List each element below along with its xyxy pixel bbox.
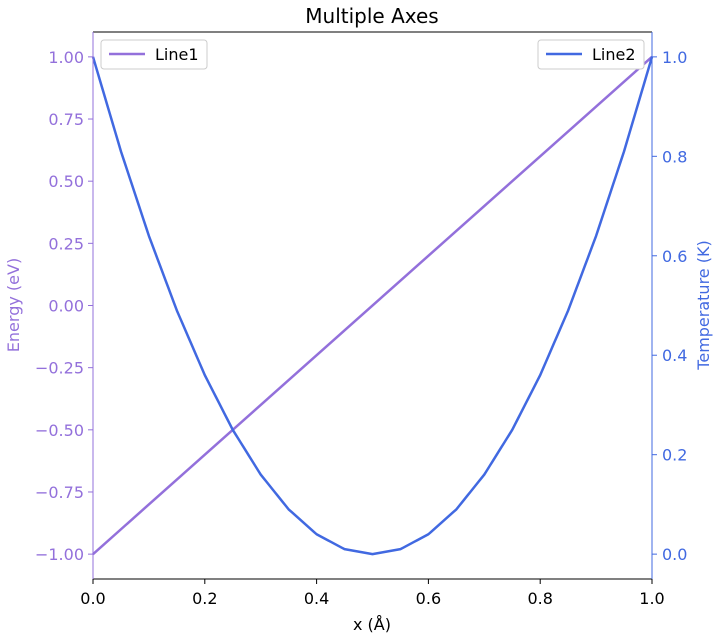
x-tick-label: 0.4	[304, 589, 329, 608]
legend-line2-label: Line2	[592, 45, 636, 64]
right-tick-label: 0.6	[662, 247, 687, 266]
left-tick-label: 0.00	[48, 297, 84, 316]
series-line-line2	[91, 56, 654, 556]
left-tick-label: 0.25	[48, 234, 84, 253]
x-axis-label: x (Å)	[353, 615, 391, 634]
right-tick-label: 0.4	[662, 346, 687, 365]
x-tick-label: 0.0	[80, 589, 105, 608]
x-tick-label: 0.2	[192, 589, 217, 608]
right-tick-label: 0.2	[662, 446, 687, 465]
left-tick-label: −1.00	[35, 545, 84, 564]
x-tick-label: 0.6	[416, 589, 441, 608]
right-tick-label: 0.0	[662, 545, 687, 564]
series-line-line1	[92, 55, 653, 556]
right-tick-label: 1.0	[662, 48, 687, 67]
right-tick-label: 0.8	[662, 147, 687, 166]
left-tick-label: −0.75	[35, 483, 84, 502]
legend-line1-box	[100, 39, 208, 70]
left-tick-label: −0.50	[35, 421, 84, 440]
left-tick-label: −0.25	[35, 359, 84, 378]
left-tick-label: 0.75	[48, 110, 84, 129]
x-tick-label: 0.8	[527, 589, 552, 608]
legend-line1-label: Line1	[155, 45, 199, 64]
series-layer	[91, 55, 654, 556]
right-axis-label: Temperature (K)	[694, 240, 713, 370]
left-axis-label: Energy (eV)	[4, 258, 23, 352]
left-tick-label: 1.00	[48, 48, 84, 67]
chart-title: Multiple Axes	[305, 4, 438, 28]
left-tick-label: 0.50	[48, 172, 84, 191]
axes-layer: 0.0 0.2 0.4 0.6 0.8 1.0 −1.00 −0.75 −0.50 −0.25 0.…	[35, 31, 687, 608]
x-tick-label: 1.0	[639, 589, 664, 608]
legend-line2-box	[537, 39, 645, 70]
legend-line1: Line1	[100, 39, 208, 70]
legend-line2: Line2	[537, 39, 645, 70]
